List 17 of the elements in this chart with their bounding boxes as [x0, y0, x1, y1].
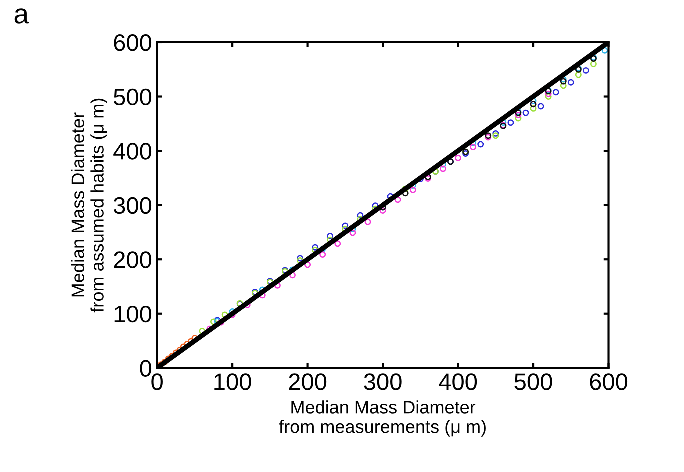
x-tick-label: 500: [514, 374, 552, 390]
y-tick-label: 500: [114, 88, 152, 106]
chart-title: a: [14, 8, 30, 24]
x-tick-label: 0: [152, 374, 163, 390]
x-tick-label: 200: [289, 374, 327, 390]
x-tick-label: 100: [214, 374, 252, 390]
y-tick-label: 300: [114, 197, 152, 214]
y-tick-label: 0: [140, 360, 152, 377]
x-tick-label: 600: [590, 374, 628, 390]
x-tick-label: 400: [439, 374, 478, 390]
x-axis-title: Median Mass Diameter from measurements (μ m): [279, 400, 486, 437]
y-tick-label: 600: [114, 34, 152, 52]
y-tick-label: 200: [114, 252, 152, 268]
y-axis-title: Median Mass Diameter from assumed habits (μ m): [71, 98, 108, 313]
x-tick-label: 300: [364, 374, 402, 390]
y-tick-label: 100: [114, 306, 152, 323]
y-tick-label: 400: [114, 143, 152, 160]
